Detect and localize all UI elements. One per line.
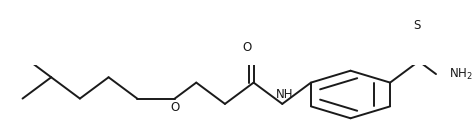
Text: NH: NH <box>276 88 293 100</box>
Text: O: O <box>242 41 251 54</box>
Text: O: O <box>170 101 179 114</box>
Text: S: S <box>413 19 420 32</box>
Text: NH$_2$: NH$_2$ <box>449 67 473 82</box>
